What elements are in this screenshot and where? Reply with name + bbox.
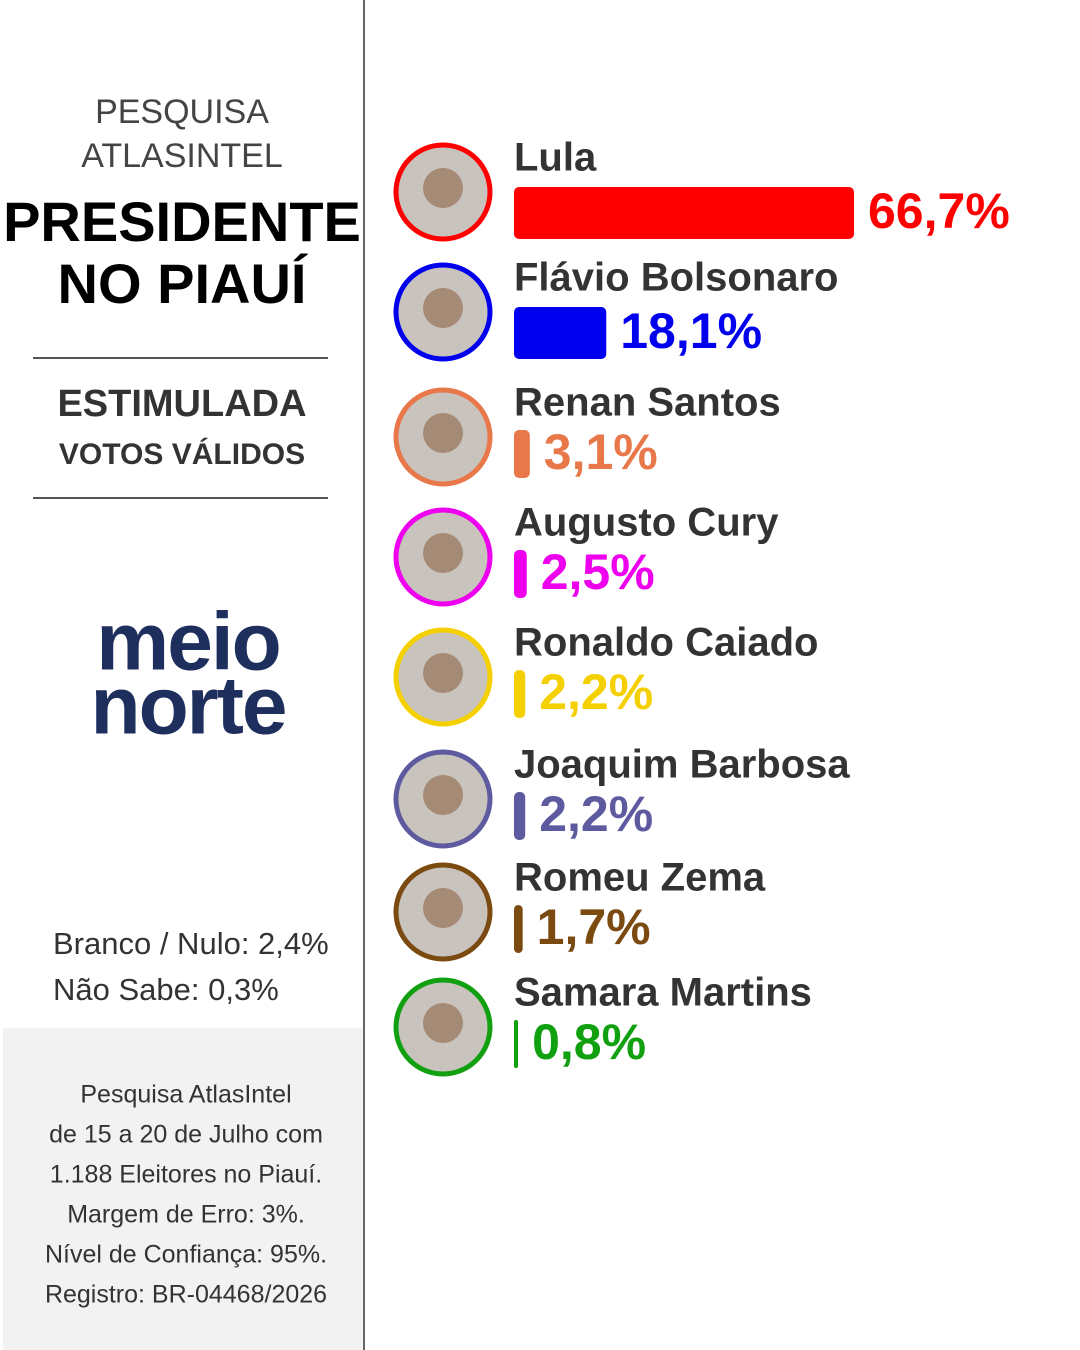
- notes-box: [3, 1028, 363, 1350]
- candidate-name: Augusto Cury: [514, 501, 779, 545]
- value-label: 2,5%: [541, 544, 655, 600]
- candidate-name: Lula: [514, 136, 597, 180]
- photo-face: [423, 775, 463, 815]
- photo-face: [423, 413, 463, 453]
- bar: [514, 550, 527, 598]
- extra-stat: Branco / Nulo: 2,4%: [53, 926, 329, 961]
- value-label: 3,1%: [544, 424, 658, 480]
- note-line: Nível de Confiança: 95%.: [45, 1241, 327, 1269]
- value-label: 66,7%: [868, 183, 1010, 239]
- logo: meio: [96, 597, 279, 688]
- photo-face: [423, 288, 463, 328]
- extra-stat: Não Sabe: 0,3%: [53, 972, 279, 1007]
- bar: [514, 905, 523, 953]
- kicker: PESQUISA: [95, 93, 269, 131]
- bar: [514, 187, 854, 239]
- photo-face: [423, 653, 463, 693]
- candidate-name: Flávio Bolsonaro: [514, 256, 839, 300]
- kicker: ATLASINTEL: [81, 137, 283, 175]
- value-label: 2,2%: [539, 664, 653, 720]
- photo-face: [423, 168, 463, 208]
- note-line: de 15 a 20 de Julho com: [49, 1121, 323, 1149]
- title: NO PIAUÍ: [58, 252, 308, 315]
- value-label: 2,2%: [539, 786, 653, 842]
- note-line: Margem de Erro: 3%.: [67, 1201, 305, 1229]
- bar: [514, 1020, 519, 1068]
- candidate-name: Samara Martins: [514, 971, 812, 1015]
- bar: [514, 307, 607, 359]
- candidate-name: Ronaldo Caiado: [514, 621, 818, 665]
- candidate-name: Renan Santos: [514, 381, 781, 425]
- bar: [514, 792, 526, 840]
- value-label: 0,8%: [532, 1014, 646, 1070]
- photo-face: [423, 533, 463, 573]
- note-line: Pesquisa AtlasIntel: [80, 1081, 291, 1109]
- note-line: 1.188 Eleitores no Piauí.: [50, 1161, 322, 1189]
- value-label: 1,7%: [537, 899, 651, 955]
- bar: [514, 670, 526, 718]
- title: PRESIDENTE: [3, 190, 361, 253]
- note-line: Registro: BR-04468/2026: [45, 1281, 327, 1309]
- photo-face: [423, 1003, 463, 1043]
- bar: [514, 430, 530, 478]
- value-label: 18,1%: [620, 303, 762, 359]
- candidate-name: Joaquim Barbosa: [514, 743, 850, 787]
- candidate-name: Romeu Zema: [514, 856, 766, 900]
- subtitle: VOTOS VÁLIDOS: [59, 437, 305, 471]
- logo: norte: [91, 661, 286, 752]
- subtitle: ESTIMULADA: [57, 383, 306, 425]
- photo-face: [423, 888, 463, 928]
